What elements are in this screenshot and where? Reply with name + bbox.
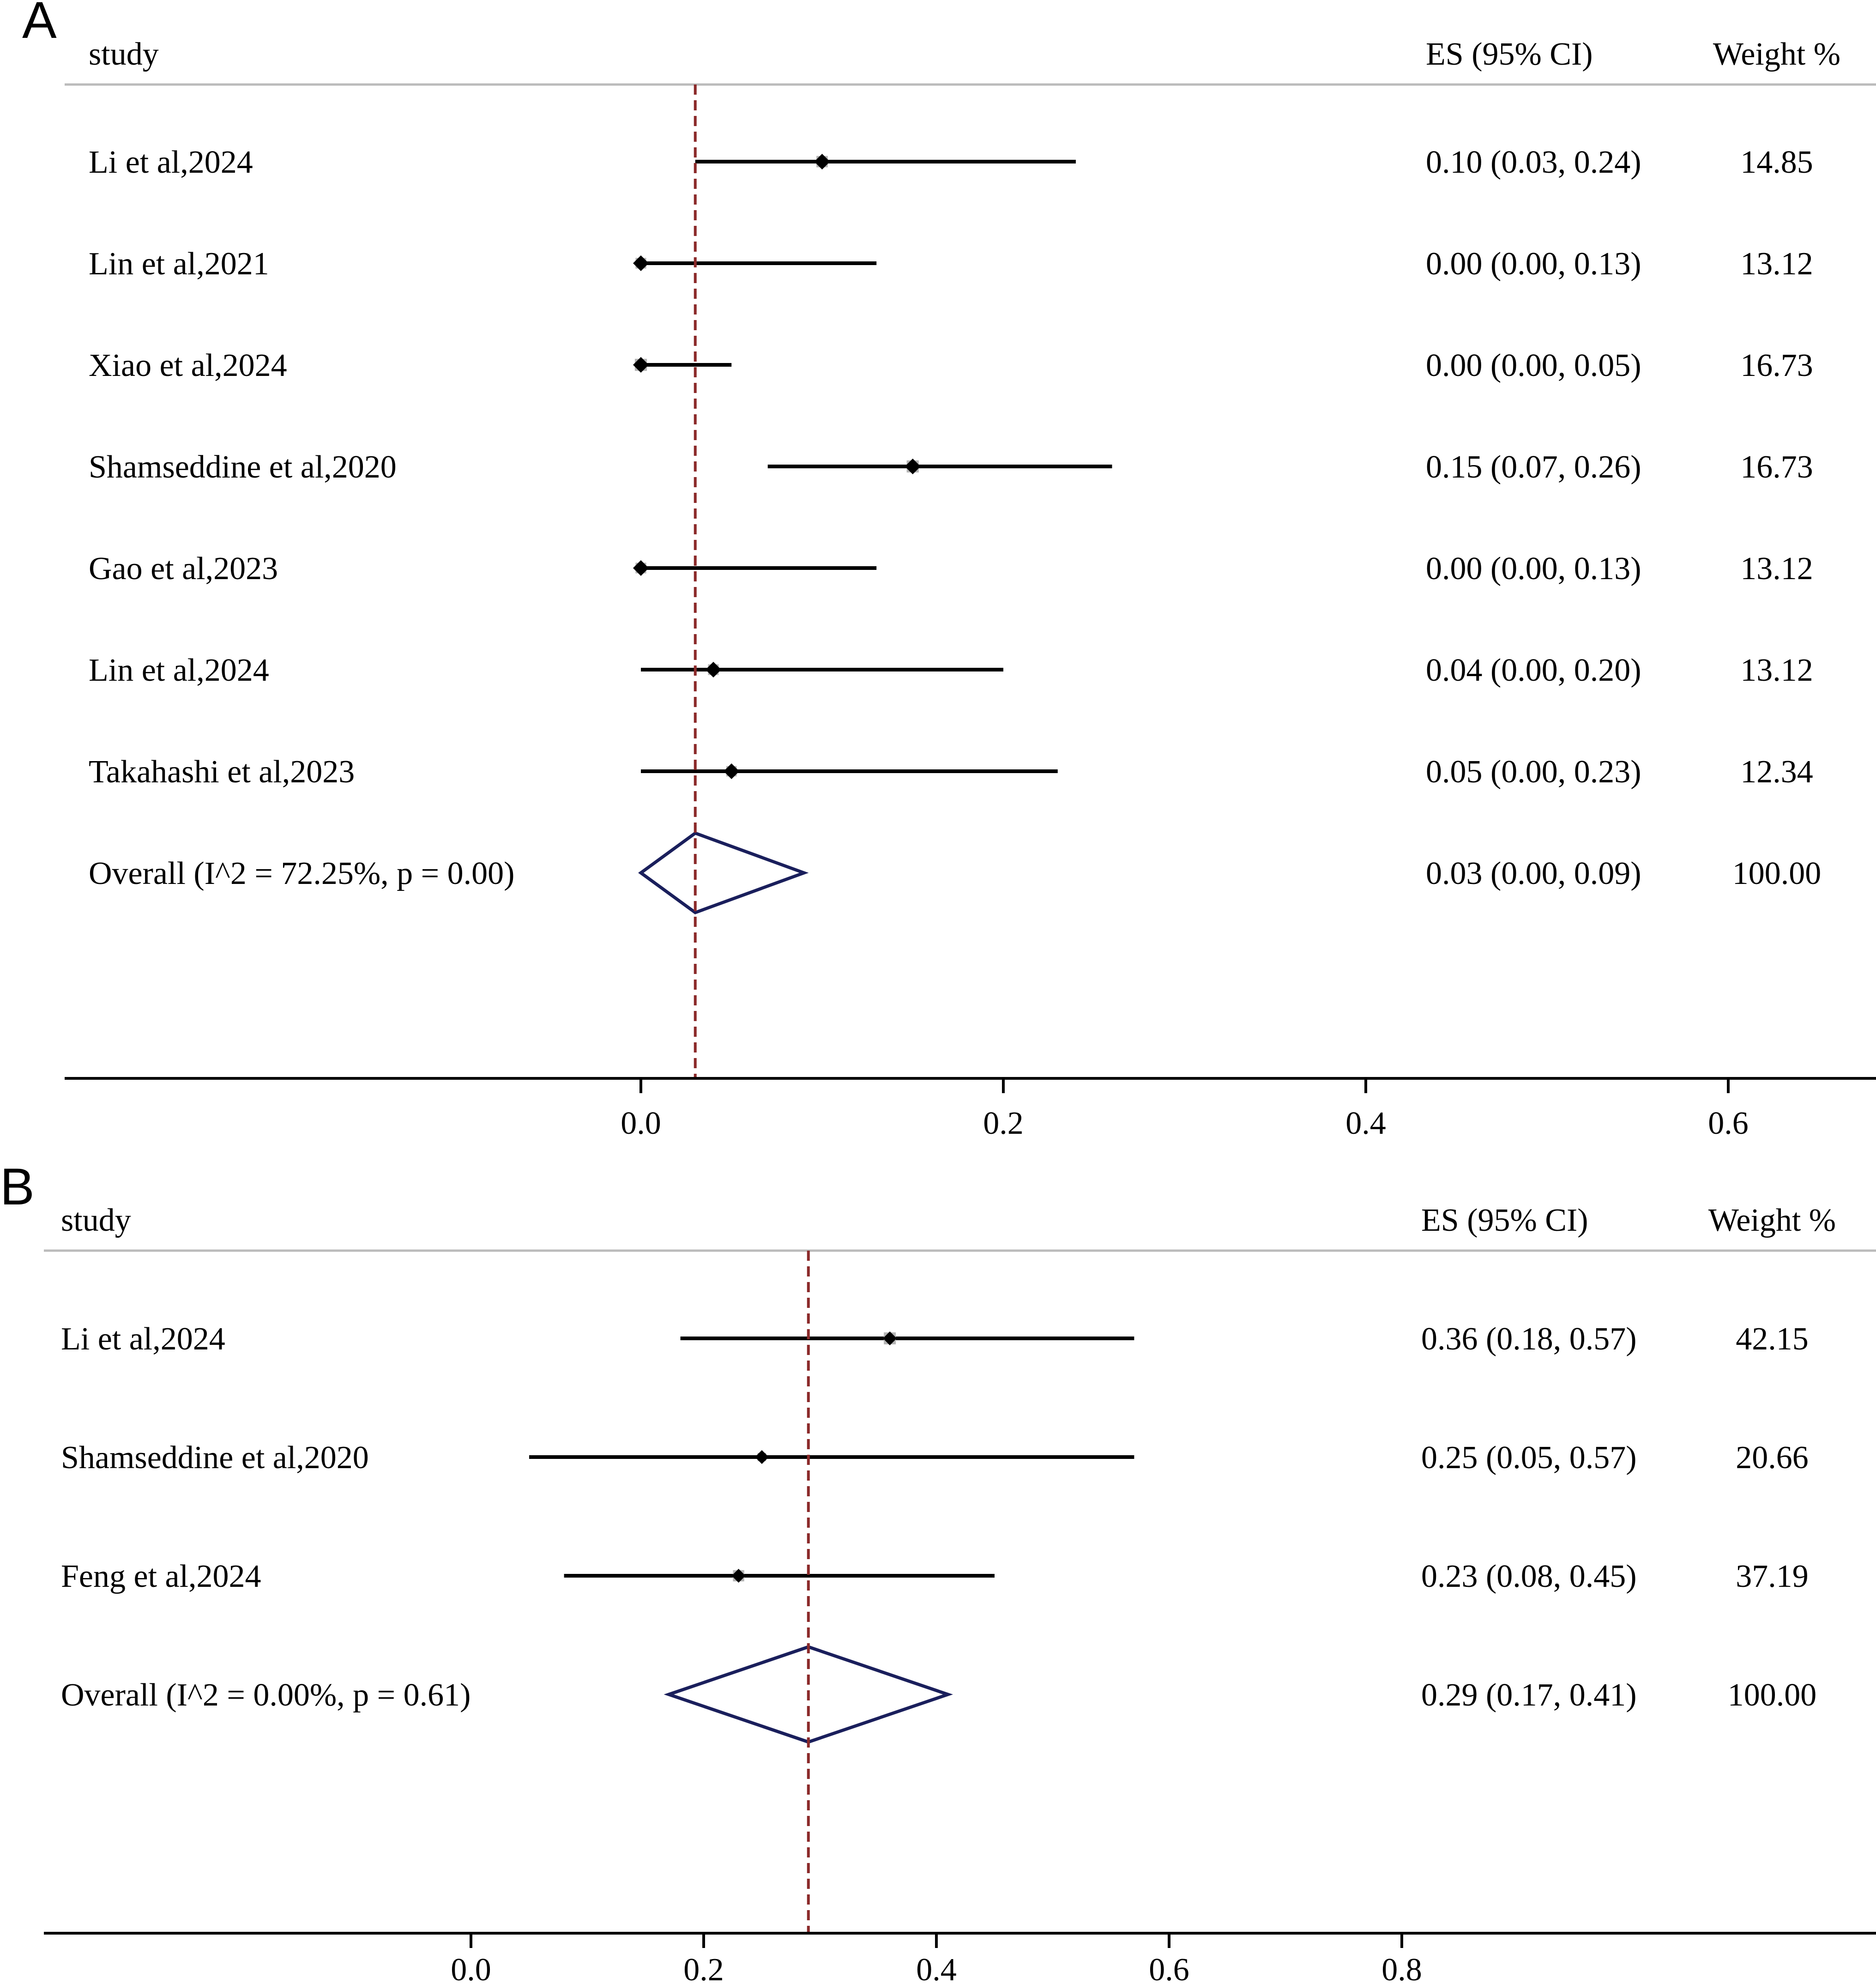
weight-text: 16.73	[1740, 449, 1813, 485]
point-estimate-marker	[905, 459, 921, 474]
overall-effect-size-text: 0.29 (0.17, 0.41)	[1421, 1677, 1637, 1713]
weight-text: 13.12	[1740, 246, 1813, 282]
weight-text: 13.12	[1740, 551, 1813, 587]
point-estimate-marker	[706, 662, 721, 677]
column-header-es: ES (95% CI)	[1421, 1203, 1588, 1238]
study-label: Li et al,2024	[89, 145, 253, 180]
overall-weight-text: 100.00	[1728, 1677, 1817, 1713]
x-axis-tick-label: 0.6	[1708, 1106, 1749, 1141]
x-axis-tick-label: 0.8	[1381, 1952, 1422, 1984]
x-axis-tick-label: 0.4	[1345, 1106, 1386, 1141]
x-axis-tick-label: 0.6	[1149, 1952, 1189, 1984]
study-label: Takahashi et al,2023	[89, 754, 355, 790]
effect-size-ci-text: 0.15 (0.07, 0.26)	[1426, 449, 1641, 485]
study-label: Lin et al,2024	[89, 653, 269, 688]
study-label: Li et al,2024	[61, 1321, 225, 1357]
point-estimate-marker	[731, 1569, 746, 1583]
point-estimate-marker	[755, 1450, 769, 1464]
overall-label: Overall (I^2 = 72.25%, p = 0.00)	[89, 856, 514, 891]
weight-text: 14.85	[1740, 145, 1813, 180]
panel-label: A	[22, 0, 57, 49]
weight-text: 20.66	[1736, 1440, 1809, 1476]
effect-size-ci-text: 0.10 (0.03, 0.24)	[1426, 145, 1641, 180]
effect-size-ci-text: 0.36 (0.18, 0.57)	[1421, 1321, 1637, 1357]
effect-size-ci-text: 0.25 (0.05, 0.57)	[1421, 1440, 1637, 1476]
x-axis-tick-label: 0.2	[683, 1952, 724, 1984]
column-header-weight: Weight %	[1713, 36, 1840, 72]
weight-text: 12.34	[1740, 754, 1813, 790]
overall-diamond	[664, 1645, 953, 1744]
panel-label: B	[0, 1158, 35, 1216]
point-estimate-marker	[633, 560, 649, 576]
study-label: Lin et al,2021	[89, 246, 269, 282]
study-label: Gao et al,2023	[89, 551, 278, 587]
weight-text: 13.12	[1740, 653, 1813, 688]
point-estimate-marker	[883, 1331, 897, 1345]
point-estimate-marker	[633, 255, 649, 271]
study-label: Shamseddine et al,2020	[89, 449, 397, 485]
effect-size-ci-text: 0.23 (0.08, 0.45)	[1421, 1559, 1637, 1594]
column-header-study: study	[61, 1203, 131, 1238]
point-estimate-marker	[814, 154, 830, 169]
weight-text: 37.19	[1736, 1559, 1809, 1594]
overall-effect-size-text: 0.03 (0.00, 0.09)	[1426, 856, 1641, 891]
study-label: Feng et al,2024	[61, 1559, 261, 1594]
point-estimate-marker	[633, 357, 649, 373]
x-axis-tick-label: 0.0	[451, 1952, 491, 1984]
overall-diamond	[638, 831, 809, 914]
effect-size-ci-text: 0.05 (0.00, 0.23)	[1426, 754, 1641, 790]
x-axis-tick-label: 0.4	[916, 1952, 957, 1984]
weight-text: 42.15	[1736, 1321, 1809, 1357]
study-label: Xiao et al,2024	[89, 348, 287, 383]
study-label: Shamseddine et al,2020	[61, 1440, 369, 1476]
effect-size-ci-text: 0.04 (0.00, 0.20)	[1426, 653, 1641, 688]
effect-size-ci-text: 0.00 (0.00, 0.13)	[1426, 246, 1641, 282]
x-axis-tick-label: 0.0	[621, 1106, 661, 1141]
effect-size-ci-text: 0.00 (0.00, 0.05)	[1426, 348, 1641, 383]
overall-label: Overall (I^2 = 0.00%, p = 0.61)	[61, 1677, 471, 1713]
weight-text: 16.73	[1740, 348, 1813, 383]
point-estimate-marker	[724, 763, 740, 779]
column-header-study: study	[89, 36, 159, 72]
effect-size-ci-text: 0.00 (0.00, 0.13)	[1426, 551, 1641, 587]
overall-weight-text: 100.00	[1732, 856, 1822, 891]
column-header-weight: Weight %	[1708, 1203, 1836, 1238]
column-header-es: ES (95% CI)	[1426, 36, 1593, 72]
x-axis-tick-label: 0.2	[983, 1106, 1024, 1141]
